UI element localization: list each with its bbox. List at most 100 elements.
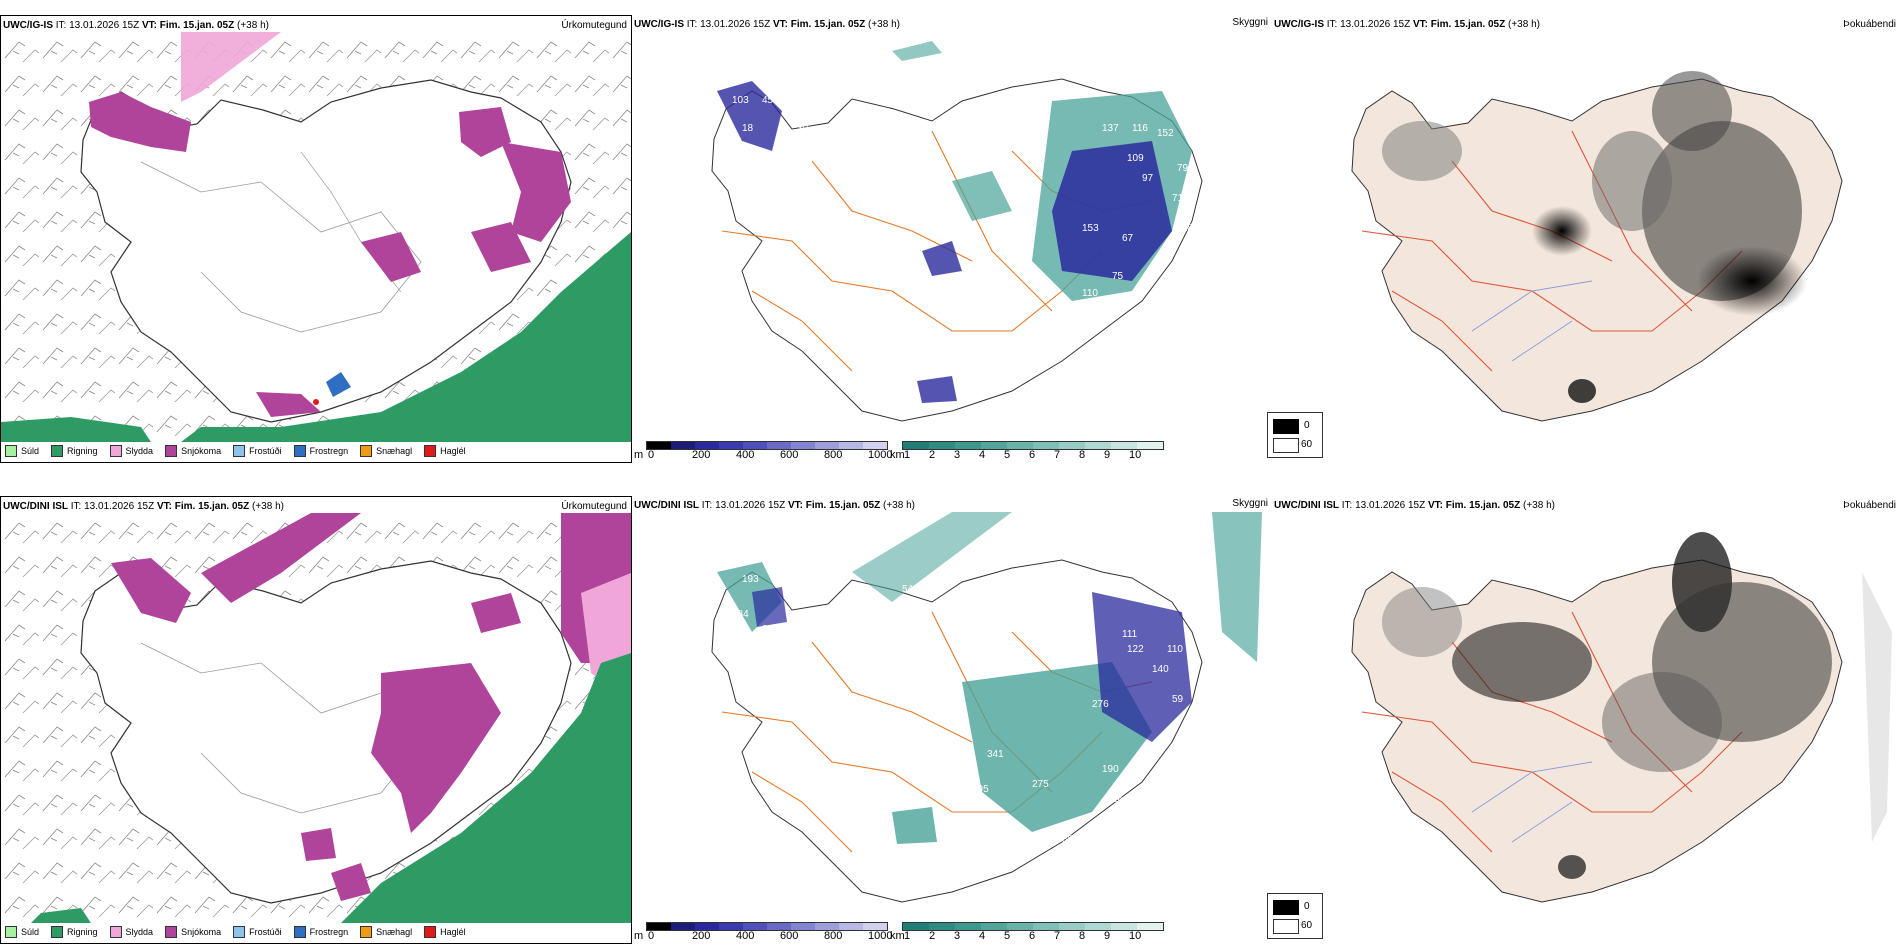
visibility-value: 71: [1172, 193, 1184, 204]
legend-item: Haglél: [424, 445, 466, 457]
legend-item: Snæhagl: [360, 926, 412, 938]
visibility-value: 59: [1172, 694, 1184, 705]
legend-label: Frostúði: [249, 446, 282, 456]
legend-item: Slydda: [109, 445, 154, 457]
legend-label: Snjókoma: [181, 927, 222, 937]
colorbar-cell: [863, 923, 887, 930]
legend-item: Rigning: [51, 926, 98, 938]
colorbar-cell: [1059, 442, 1085, 449]
colorbar-tick: 3: [954, 930, 961, 942]
visibility-value: 878: [947, 744, 964, 755]
legend-label: Súld: [21, 446, 40, 456]
legend-item: Snjókoma: [165, 445, 221, 457]
legend-item: Rigning: [51, 445, 98, 457]
iceland-outline: [80, 79, 572, 423]
colorbar-tick: 1000: [868, 930, 893, 942]
legend-item: Frostregn: [293, 445, 349, 457]
colorbar-cell: [1033, 923, 1059, 930]
fog-legend-dark-swatch: [1273, 900, 1299, 915]
colorbar-tick: 8: [1079, 449, 1086, 461]
visibility-value: 108: [747, 198, 764, 209]
visibility-labels: 103 45 30 18 108 201 93 153 67 75 110 105 137 116 152 1…: [732, 95, 1204, 419]
legend-item: Slydda: [109, 926, 154, 938]
colorbar-cell: [1007, 442, 1033, 449]
elevation-unit: m: [634, 449, 644, 461]
legend-label: Frostregn: [309, 446, 349, 456]
visibility-value: 201: [912, 218, 929, 229]
visibility-value: 110: [1167, 644, 1183, 655]
colorbar-cell: [647, 923, 671, 930]
panel-field-name: Skyggni: [1232, 498, 1268, 509]
visibility-unit: km: [890, 449, 905, 461]
legend-label: Haglél: [440, 927, 466, 937]
visibility-panel-row1: UWC/IG-IS IT: 13.01.2026 15Z VT: Fim. 15…: [632, 15, 1272, 463]
colorbar-tick: 6: [1029, 930, 1036, 942]
visibility-value: 116: [1132, 123, 1148, 134]
legend-swatch: [293, 926, 306, 938]
visibility-value: 57: [977, 408, 989, 419]
legend-label: Slydda: [125, 927, 154, 937]
legend-swatch: [233, 445, 246, 457]
elevation-colorbar: m 0 200 400 600 800 1000: [634, 922, 892, 942]
panel-field-name: Úrkomutegund: [561, 20, 627, 31]
legend-item: Haglél: [424, 926, 466, 938]
colorbar-cell: [1085, 442, 1111, 449]
colorbar-tick: 400: [736, 449, 755, 461]
visibility-value: 548: [902, 584, 919, 595]
elevation-colorbar: m 0 200 400 600 800 1000: [634, 441, 892, 461]
visibility-value: 111: [1122, 629, 1138, 640]
precip-panel-row2: UWC/DINI ISL IT: 13.01.2026 15Z VT: Fim.…: [0, 496, 632, 944]
colorbar-cell: [903, 923, 929, 930]
visibility-map: 193 184 20 115 306 548 104 878 341 195 275 889 317 19…: [711, 512, 1262, 903]
legend-item: Frostúði: [233, 445, 282, 457]
legend-item: Súld: [5, 926, 39, 938]
legend-item: Súld: [5, 445, 39, 457]
visibility-unit: km: [890, 930, 905, 942]
visibility-value: 122: [1127, 644, 1144, 655]
visibility-value: 97: [1142, 173, 1154, 184]
visibility-value: 140: [1152, 664, 1169, 675]
fog-legend-light-swatch: [1273, 438, 1299, 453]
colorbar-cell: [719, 442, 743, 449]
fog-legend-dark-label: 0: [1304, 420, 1310, 431]
legend-label: Frostregn: [309, 927, 349, 937]
legend-label: Slydda: [125, 446, 154, 456]
colorbar-tick: 0: [648, 930, 655, 942]
colorbar-tick: 7: [1054, 930, 1061, 942]
panel-field-name: Þokuábendi: [1843, 500, 1896, 511]
colorbar-tick: 9: [1104, 930, 1111, 942]
visibility-value: 79: [1177, 163, 1189, 174]
visibility-value: 166: [1112, 794, 1129, 805]
legend-item: Frostregn: [293, 926, 349, 938]
legend-label: Rigning: [67, 446, 98, 456]
colorbar-tick: 3: [954, 449, 961, 461]
legend-swatch: [51, 926, 64, 938]
colorbar-cell: [1137, 442, 1163, 449]
fog-legend-dark-label: 0: [1304, 901, 1310, 912]
legend-label: Snjókoma: [181, 446, 222, 456]
visibility-value: 889: [1062, 834, 1079, 845]
precip-panel-row1: UWC/IG-IS IT: 13.01.2026 15Z VT: Fim. 15…: [0, 15, 632, 463]
colorbar-tick: 5: [1004, 449, 1011, 461]
colorbar-cell: [695, 442, 719, 449]
panel-title: UWC/IG-IS IT: 13.01.2026 15Z VT: Fim. 15…: [3, 20, 269, 31]
colorbar-cell: [671, 442, 695, 449]
legend-item: Frostúði: [233, 926, 282, 938]
visibility-value: 190: [1102, 764, 1119, 775]
colorbar-tick: 200: [692, 930, 711, 942]
visibility-value: 115: [782, 634, 798, 645]
fog-map: [1351, 71, 1843, 422]
visibility-value: 45: [762, 95, 774, 106]
colorbar-cell: [791, 442, 815, 449]
visibility-value: 193: [742, 574, 759, 585]
colorbar-tick: 2: [929, 449, 936, 461]
visibility-panel-row2: UWC/DINI ISL IT: 13.01.2026 15Z VT: Fim.…: [632, 496, 1272, 944]
visibility-value: 104: [892, 744, 909, 755]
colorbar-tick: 4: [979, 449, 986, 461]
fog-panel-row2: UWC/DINI ISL IT: 13.01.2026 15Z VT: Fim.…: [1267, 496, 1900, 944]
visibility-labels: 193 184 20 115 306 548 104 878 341 195 275 889 317 19…: [732, 574, 1184, 875]
colorbar-cell: [1111, 442, 1137, 449]
visibility-value: 75: [1112, 271, 1124, 282]
visibility-colorbar: km 1 2 3 4 5 6 7 8 9 10: [890, 441, 1164, 461]
legend-swatch: [109, 445, 122, 457]
